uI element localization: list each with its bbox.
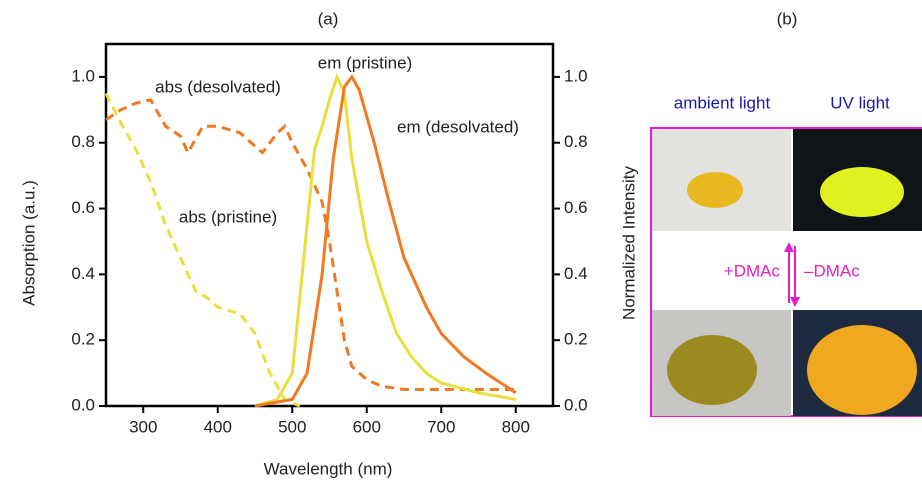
crystals (820, 167, 904, 217)
y2-tick-label: 0.2 (564, 330, 588, 349)
y2-tick-label: 1.0 (564, 66, 588, 85)
x-tick-label: 600 (353, 417, 381, 436)
panel-b: (b) ambient light UV light +DMAc –DMAc (650, 9, 922, 417)
series-line (105, 98, 516, 391)
series-label: em (pristine) (318, 53, 412, 72)
x-axis-label: Wavelength (nm) (264, 459, 393, 478)
y2-axis-label: Normalized Intensity (619, 166, 638, 321)
y-tick-label: 0.4 (71, 264, 95, 283)
y-tick-label: 0.8 (71, 132, 95, 151)
y-tick-label: 0.6 (71, 198, 95, 217)
plot-frame (104, 42, 555, 408)
y-axis-label: Absorption (a.u.) (19, 180, 38, 306)
chart-title: (a) (318, 9, 339, 28)
column-label: ambient light (674, 93, 771, 112)
y2-tick-label: 0.4 (564, 264, 588, 283)
x-tick-label: 300 (129, 417, 157, 436)
arrowheads (784, 242, 800, 307)
crystals (687, 172, 743, 208)
powder (807, 325, 917, 415)
series-label: abs (desolvated) (155, 77, 281, 96)
series-line (254, 74, 517, 408)
powder (667, 335, 757, 405)
y-tick-label: 0.0 (71, 395, 95, 414)
y2-tick-label: 0.6 (564, 198, 588, 217)
column-label: UV light (830, 93, 890, 112)
x-tick-label: 800 (502, 417, 530, 436)
arrow-label: +DMAc (724, 261, 781, 280)
series-label: em (desolvated) (397, 117, 519, 136)
y-tick-label: 0.2 (71, 330, 95, 349)
series-line (254, 72, 517, 408)
y2-tick-label: 0.8 (564, 132, 588, 151)
y2-tick-label: 0.0 (564, 395, 588, 414)
x-tick-label: 700 (427, 417, 455, 436)
arrow-label: –DMAc (804, 261, 860, 280)
series-label: abs (pristine) (179, 207, 277, 226)
y-tick-label: 1.0 (71, 66, 95, 85)
x-tick-label: 400 (204, 417, 232, 436)
x-tick-label: 500 (278, 417, 306, 436)
panel-title: (b) (777, 9, 798, 28)
